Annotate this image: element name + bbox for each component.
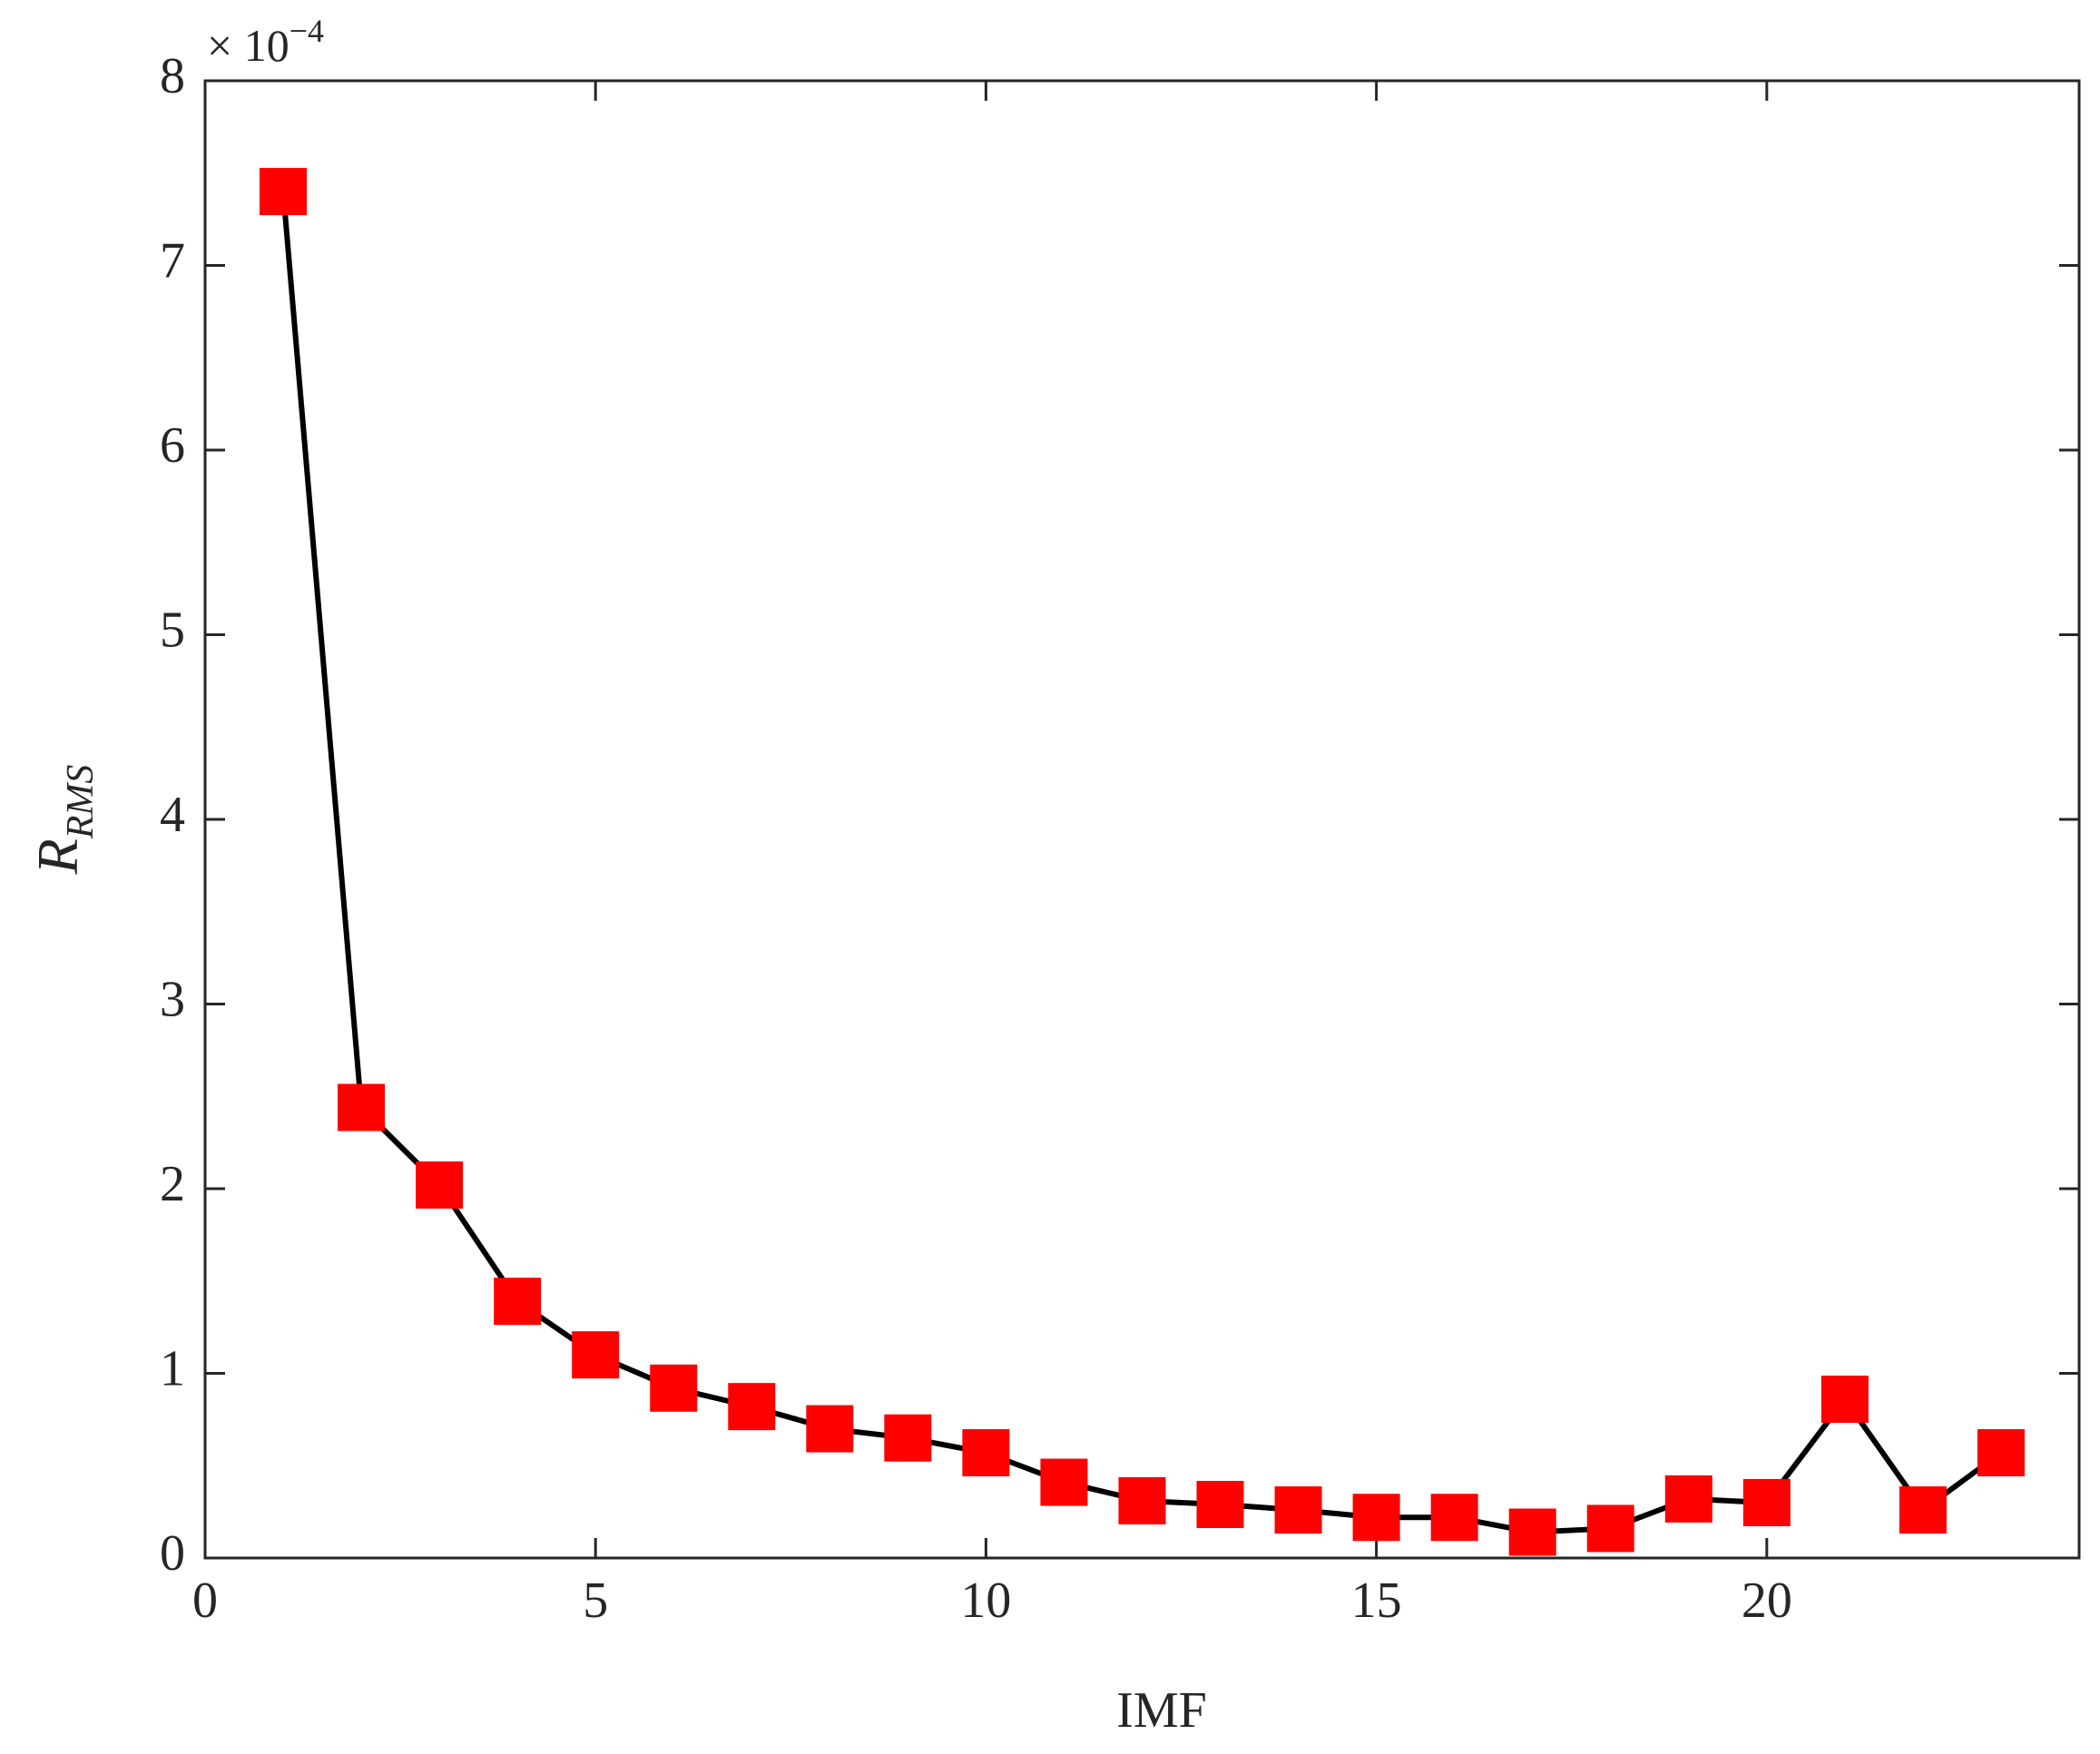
data-marker: [1040, 1458, 1088, 1506]
data-marker: [1899, 1486, 1947, 1534]
data-marker: [962, 1429, 1010, 1477]
data-marker: [1352, 1494, 1400, 1542]
x-tick-label: 20: [1742, 1573, 1792, 1629]
y-axis-label-sub: RMS: [60, 765, 102, 840]
y-tick-label: 3: [160, 971, 185, 1027]
y-axis-label-main: R: [25, 838, 90, 875]
x-tick-label: 10: [960, 1573, 1011, 1629]
data-marker: [494, 1278, 542, 1326]
y-tick-label: 5: [160, 602, 185, 658]
y-tick-label: 6: [160, 417, 185, 474]
data-marker: [572, 1331, 620, 1379]
data-marker: [728, 1383, 776, 1431]
y-tick-label: 8: [160, 48, 185, 104]
y-multiplier-exponent: −4: [289, 13, 324, 49]
y-tick-label: 7: [160, 232, 185, 289]
data-marker: [338, 1083, 386, 1132]
y-tick-label: 0: [160, 1525, 185, 1582]
x-tick-label: 0: [192, 1573, 218, 1629]
data-marker: [1664, 1475, 1712, 1523]
data-marker: [884, 1414, 932, 1462]
y-tick-label: 2: [160, 1156, 185, 1212]
data-marker: [1977, 1429, 2025, 1477]
x-axis-label: IMF: [1116, 1682, 1207, 1739]
data-marker: [1820, 1375, 1869, 1423]
data-marker: [806, 1405, 854, 1453]
data-marker: [260, 168, 308, 216]
data-marker: [1508, 1508, 1556, 1556]
y-tick-label: 4: [160, 787, 185, 843]
y-axis-label: RRMS: [25, 765, 102, 876]
data-marker: [1430, 1494, 1478, 1542]
x-tick-label: 5: [583, 1573, 608, 1629]
y-multiplier-base: × 10: [207, 20, 289, 71]
data-marker: [650, 1364, 698, 1412]
y-tick-label: 1: [160, 1340, 185, 1396]
y-axis-label-group: RRMS: [25, 765, 102, 876]
y-multiplier: × 10−4: [207, 13, 324, 71]
data-marker: [1274, 1486, 1322, 1534]
x-tick-label: 15: [1351, 1573, 1402, 1629]
data-marker: [1742, 1478, 1791, 1526]
data-marker: [1118, 1476, 1166, 1524]
data-marker: [1586, 1504, 1634, 1553]
data-marker: [416, 1161, 464, 1209]
data-marker: [1196, 1480, 1244, 1528]
